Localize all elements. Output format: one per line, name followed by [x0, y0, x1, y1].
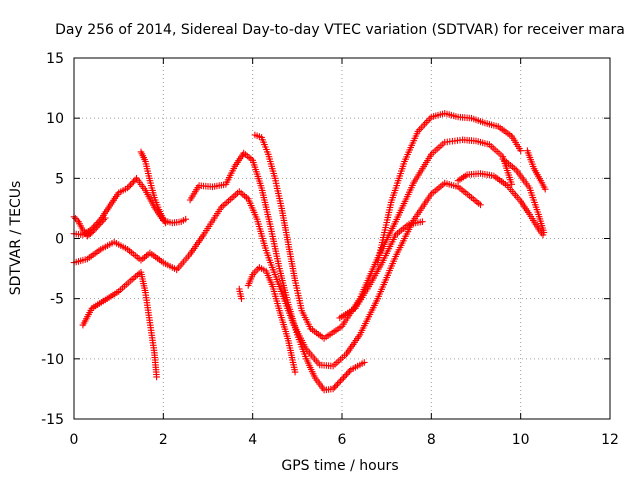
- series-sat-a: [70, 179, 484, 370]
- chart-title: Day 256 of 2014, Sidereal Day-to-day VTE…: [55, 22, 625, 38]
- series-sat-l: [524, 147, 549, 193]
- y-tick-label: -5: [50, 292, 64, 308]
- x-tick-labels: 0 2 4 6 8 10 12: [70, 432, 619, 448]
- x-tick-label: 10: [512, 432, 530, 448]
- series-sat-g: [251, 131, 515, 342]
- x-tick-label: 12: [601, 432, 619, 448]
- y-tick-label: 10: [46, 111, 64, 127]
- y-tick-label: 0: [55, 232, 64, 248]
- series-sat-m: [454, 170, 547, 239]
- y-axis-label: SDTVAR / TECUs: [8, 181, 24, 296]
- series-sat-e: [137, 148, 169, 227]
- series-sat-n: [499, 155, 548, 236]
- axis-ticks: [73, 57, 611, 420]
- series-sat-h: [236, 285, 245, 302]
- x-tick-label: 0: [70, 432, 79, 448]
- series-sat-f: [186, 149, 368, 394]
- series-sat-k: [374, 110, 524, 266]
- x-axis-label: GPS time / hours: [281, 458, 398, 474]
- y-tick-label: -10: [41, 352, 64, 368]
- y-tick-label: -15: [41, 412, 64, 428]
- x-tick-label: 2: [159, 432, 168, 448]
- series-sat-i: [244, 264, 299, 376]
- series-sat-j: [336, 218, 426, 322]
- x-tick-label: 4: [248, 432, 257, 448]
- x-tick-label: 6: [338, 432, 347, 448]
- y-tick-labels: -15 -10 -5 0 5 10 15: [41, 51, 64, 428]
- series-sat-d: [70, 175, 189, 239]
- series-sat-b: [79, 268, 160, 381]
- x-tick-label: 8: [427, 432, 436, 448]
- y-tick-label: 15: [46, 51, 64, 67]
- y-tick-label: 5: [55, 171, 64, 187]
- data-series: [70, 110, 549, 394]
